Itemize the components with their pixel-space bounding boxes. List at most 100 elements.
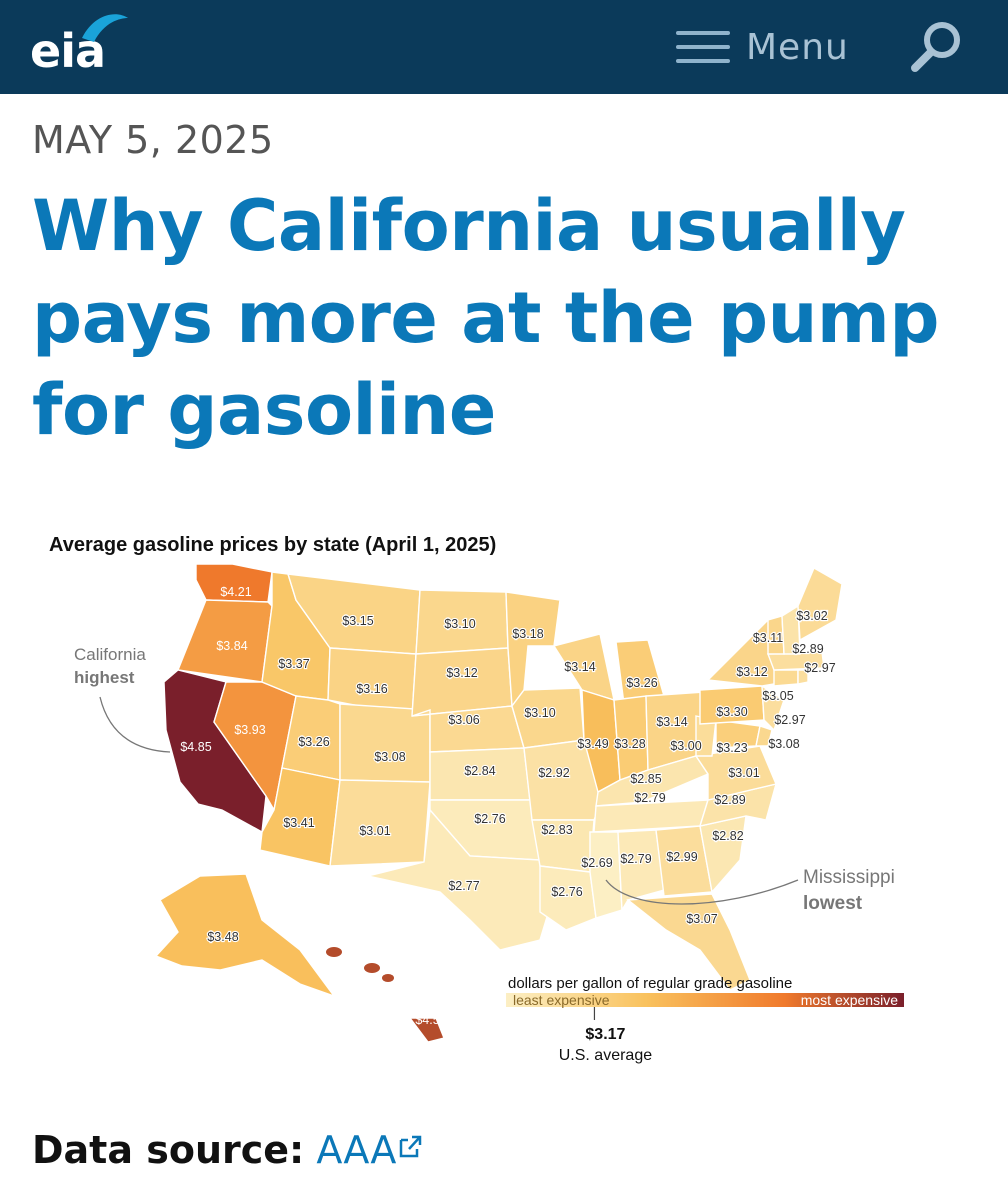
menu-label: Menu — [746, 26, 849, 68]
state-label-ok: $2.76 — [474, 812, 505, 826]
hamburger-icon — [676, 28, 730, 66]
state-label-id: $3.37 — [278, 657, 309, 671]
state-label-ak: $3.48 — [207, 930, 238, 944]
state-label-la: $2.76 — [551, 885, 582, 899]
state-label-nd: $3.10 — [444, 617, 475, 631]
hawaii-island — [364, 963, 380, 973]
state-nj — [761, 684, 785, 732]
state-label-ut: $3.26 — [298, 735, 329, 749]
state-label-in: $3.28 — [614, 737, 645, 751]
state-label-wv: $3.00 — [670, 739, 701, 753]
site-header: eia Menu — [0, 0, 1008, 94]
state-label-mt: $3.15 — [342, 614, 373, 628]
state-label-wi: $3.14 — [564, 660, 595, 674]
state-label-ny: $3.12 — [736, 665, 767, 679]
gas-price-map: $4.21 $3.84 $4.85 $3.93 $3.37 $3.15 $3.16 $3.26… — [0, 520, 1008, 1080]
state-ct — [773, 669, 799, 687]
state-fl — [626, 893, 751, 991]
state-label-ky: $2.85 — [630, 772, 661, 786]
state-label-nc: $2.89 — [714, 793, 745, 807]
state-label-wa: $4.21 — [220, 585, 251, 599]
search-icon[interactable] — [906, 16, 968, 78]
state-label-mo: $2.92 — [538, 766, 569, 780]
state-label-fl: $3.07 — [686, 912, 717, 926]
legend-caption: dollars per gallon of regular grade gaso… — [508, 975, 792, 992]
map-title: Average gasoline prices by state (April … — [49, 534, 497, 556]
state-label-mn: $3.18 — [512, 627, 543, 641]
state-label-hi: $4.53 — [415, 1013, 446, 1027]
state-me — [797, 567, 843, 642]
state-label-co: $3.08 — [374, 750, 405, 764]
menu-button[interactable]: Menu — [676, 22, 856, 72]
state-ms — [589, 831, 623, 919]
data-source-link[interactable]: AAA — [316, 1128, 422, 1172]
state-va — [694, 745, 777, 801]
hawaii-island — [382, 974, 394, 982]
state-label-ct: $3.05 — [762, 689, 793, 703]
state-hi — [408, 1017, 445, 1043]
state-label-me: $3.02 — [796, 609, 827, 623]
state-tx — [367, 808, 561, 951]
state-nh — [781, 604, 801, 655]
callout-mississippi-line2: lowest — [803, 893, 863, 914]
map-canvas: $4.21 $3.84 $4.85 $3.93 $3.37 $3.15 $3.16 $3.26… — [74, 563, 904, 1064]
state-ri — [797, 669, 809, 685]
external-link-icon — [400, 1135, 422, 1158]
state-label-va: $3.01 — [728, 766, 759, 780]
state-ia — [511, 687, 585, 749]
state-label-ca: $4.85 — [180, 740, 211, 754]
state-mn — [505, 591, 561, 708]
state-mi — [615, 639, 665, 705]
legend-average-label: U.S. average — [559, 1047, 652, 1064]
state-label-nm: $3.01 — [359, 824, 390, 838]
legend-color-bar — [506, 993, 904, 1007]
callout-california: California highest — [74, 645, 171, 753]
state-label-oh: $3.14 — [656, 715, 687, 729]
state-label-vt: $3.11 — [753, 631, 783, 645]
state-label-ms: $2.69 — [581, 856, 612, 870]
state-ak — [154, 873, 336, 998]
data-source: Data source: AAA — [32, 1128, 422, 1172]
state-label-tn: $2.79 — [634, 791, 665, 805]
callout-california-line1: California — [74, 645, 146, 664]
data-source-link-text: AAA — [316, 1128, 397, 1172]
state-label-md: $3.23 — [716, 741, 747, 755]
state-label-tx: $2.77 — [448, 879, 479, 893]
article-date: MAY 5, 2025 — [32, 118, 274, 162]
data-source-label: Data source: — [32, 1128, 305, 1172]
state-label-de: $3.08 — [768, 737, 799, 751]
state-de — [755, 725, 773, 747]
state-label-nh: $2.89 — [792, 642, 823, 656]
state-label-sd: $3.12 — [446, 666, 477, 680]
callout-california-line2: highest — [74, 668, 135, 687]
state-label-ri: $2.97 — [804, 661, 835, 675]
state-label-nv: $3.93 — [234, 723, 265, 737]
state-sd — [411, 647, 513, 717]
eia-logo[interactable]: eia — [30, 8, 130, 78]
legend: dollars per gallon of regular grade gaso… — [506, 975, 904, 1064]
state-label-wy: $3.16 — [356, 682, 387, 696]
state-al — [617, 829, 665, 913]
state-label-nj: $2.97 — [774, 713, 805, 727]
state-label-sc: $2.82 — [712, 829, 743, 843]
state-label-ga: $2.99 — [666, 850, 697, 864]
legend-high-label: most expensive — [801, 992, 898, 1008]
state-label-ne: $3.06 — [448, 713, 479, 727]
callout-mississippi: Mississippi lowest — [605, 867, 895, 914]
hawaii-island — [326, 947, 342, 957]
state-label-al: $2.79 — [620, 852, 651, 866]
state-label-pa: $3.30 — [716, 705, 747, 719]
state-label-ks: $2.84 — [464, 764, 495, 778]
state-label-az: $3.41 — [283, 816, 314, 830]
state-la — [539, 865, 597, 931]
article-title: Why California usually pays more at the … — [32, 185, 939, 451]
logo-arc-icon — [82, 14, 128, 42]
state-nm — [329, 779, 431, 867]
state-ma — [767, 651, 825, 671]
state-label-ar: $2.83 — [541, 823, 572, 837]
state-label-or: $3.84 — [216, 639, 247, 653]
state-label-mi: $3.26 — [626, 676, 657, 690]
state-label-il: $3.49 — [577, 737, 608, 751]
callout-mississippi-line1: Mississippi — [803, 867, 895, 888]
legend-low-label: least expensive — [513, 992, 610, 1008]
